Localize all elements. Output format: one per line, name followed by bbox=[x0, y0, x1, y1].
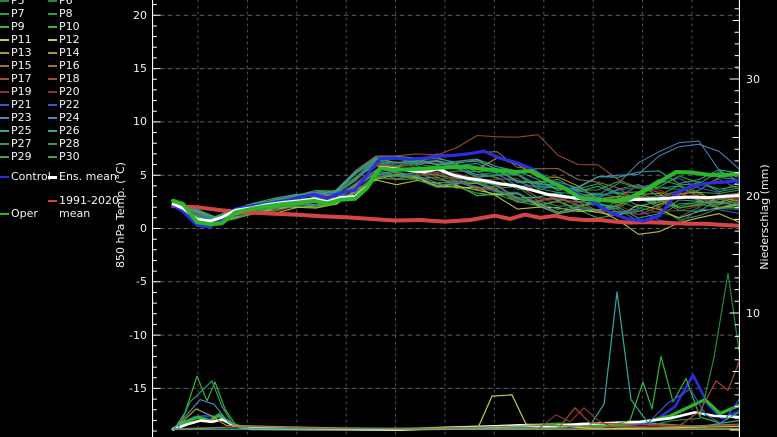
legend-swatch bbox=[0, 143, 9, 145]
member-line-p11 bbox=[172, 173, 740, 224]
precip-line-member-precip bbox=[619, 388, 740, 429]
legend-label: P29 bbox=[11, 150, 32, 163]
legend-label: P10 bbox=[59, 20, 80, 33]
precip-line-member-precip bbox=[172, 291, 740, 430]
legend-label: P9 bbox=[11, 20, 25, 33]
legend-label: Oper bbox=[11, 207, 38, 220]
legend-swatch bbox=[0, 104, 9, 106]
legend-swatch bbox=[0, 78, 9, 80]
legend-swatch bbox=[48, 143, 57, 145]
precip-line-member-precip bbox=[179, 408, 740, 430]
legend-label: P26 bbox=[59, 124, 80, 137]
temp-tick-label: 0 bbox=[140, 222, 147, 235]
temp-tick-label: 20 bbox=[133, 8, 147, 22]
precip-tick-label: 30 bbox=[746, 72, 760, 86]
legend-swatch bbox=[48, 117, 57, 119]
legend: P5 P6 P7 P8 P9 P10 P11 P12 P13 P14 P15 P16 P17 P18 P19… bbox=[0, 0, 150, 240]
legend-swatch bbox=[0, 176, 9, 178]
legend-label: Ens. mean bbox=[59, 170, 117, 183]
legend-label: P11 bbox=[11, 33, 32, 46]
legend-label: P23 bbox=[11, 111, 32, 124]
precip-line-member-precip bbox=[177, 380, 740, 430]
member-line-p25 bbox=[172, 155, 740, 218]
legend-swatch bbox=[0, 39, 9, 41]
legend-swatch bbox=[48, 39, 57, 41]
temp-tick-label: -15 bbox=[129, 381, 147, 395]
legend-label: P22 bbox=[59, 98, 80, 111]
member-line-p29 bbox=[172, 156, 740, 218]
legend-label: P16 bbox=[59, 59, 80, 72]
precip-line-member-precip bbox=[172, 423, 740, 430]
legend-swatch bbox=[0, 156, 9, 158]
legend-label: P25 bbox=[11, 124, 32, 137]
legend-label: P20 bbox=[59, 85, 80, 98]
legend-swatch bbox=[48, 200, 57, 202]
legend-swatch bbox=[0, 26, 9, 28]
legend-swatch bbox=[48, 91, 57, 93]
legend-swatch bbox=[48, 78, 57, 80]
legend-swatch bbox=[48, 156, 57, 158]
member-line-p30 bbox=[172, 173, 740, 224]
right-axis-title: Niederschlag (mm) bbox=[758, 164, 771, 270]
legend-swatch bbox=[0, 213, 9, 215]
legend-swatch bbox=[0, 117, 9, 119]
precip-line-member-precip bbox=[599, 355, 740, 429]
legend-swatch bbox=[0, 0, 9, 2]
legend-swatch bbox=[0, 52, 9, 54]
legend-label: P6 bbox=[59, 0, 73, 7]
legend-label: P13 bbox=[11, 46, 32, 59]
legend-swatch bbox=[0, 91, 9, 93]
legend-label: P18 bbox=[59, 72, 80, 85]
legend-swatch bbox=[0, 130, 9, 132]
precip-line-member-precip bbox=[639, 272, 740, 429]
temp-tick-label: -5 bbox=[136, 275, 147, 289]
legend-label: P15 bbox=[11, 59, 32, 72]
plot-area bbox=[152, 0, 740, 437]
legend-swatch bbox=[48, 13, 57, 15]
precip-tick-label: 10 bbox=[746, 306, 760, 320]
legend-label: P21 bbox=[11, 98, 32, 111]
precip-line-member-precip bbox=[559, 361, 740, 428]
legend-label: P17 bbox=[11, 72, 32, 85]
legend-swatch bbox=[0, 65, 9, 67]
temp-tick-label: 15 bbox=[133, 62, 147, 76]
legend-label: Control bbox=[11, 170, 51, 183]
legend-label: P12 bbox=[59, 33, 80, 46]
legend-label: P28 bbox=[59, 137, 80, 150]
thick-line-operational bbox=[171, 164, 740, 227]
legend-swatch bbox=[48, 0, 57, 2]
legend-label: P5 bbox=[11, 0, 25, 7]
legend-label: P19 bbox=[11, 85, 32, 98]
legend-label: P7 bbox=[11, 7, 25, 20]
legend-label: P27 bbox=[11, 137, 32, 150]
legend-swatch bbox=[48, 26, 57, 28]
thick-line-climate-mean bbox=[171, 204, 740, 228]
temp-tick-label: 5 bbox=[140, 168, 147, 182]
precip-tick-label: 20 bbox=[746, 189, 760, 203]
legend-swatch bbox=[48, 52, 57, 54]
legend-label: 1991-2020 mean bbox=[59, 194, 119, 220]
left-axis-title: 850 hPa Temp. (°C) bbox=[114, 162, 127, 268]
temp-tick-label: -10 bbox=[129, 328, 147, 342]
legend-swatch bbox=[48, 65, 57, 67]
legend-swatch bbox=[0, 13, 9, 15]
legend-label: P24 bbox=[59, 111, 80, 124]
temp-tick-label: 10 bbox=[133, 115, 147, 129]
legend-swatch bbox=[48, 104, 57, 106]
legend-swatch bbox=[48, 176, 57, 179]
legend-label: P30 bbox=[59, 150, 80, 163]
legend-label: P8 bbox=[59, 7, 73, 20]
legend-swatch bbox=[48, 130, 57, 132]
legend-label: P14 bbox=[59, 46, 80, 59]
